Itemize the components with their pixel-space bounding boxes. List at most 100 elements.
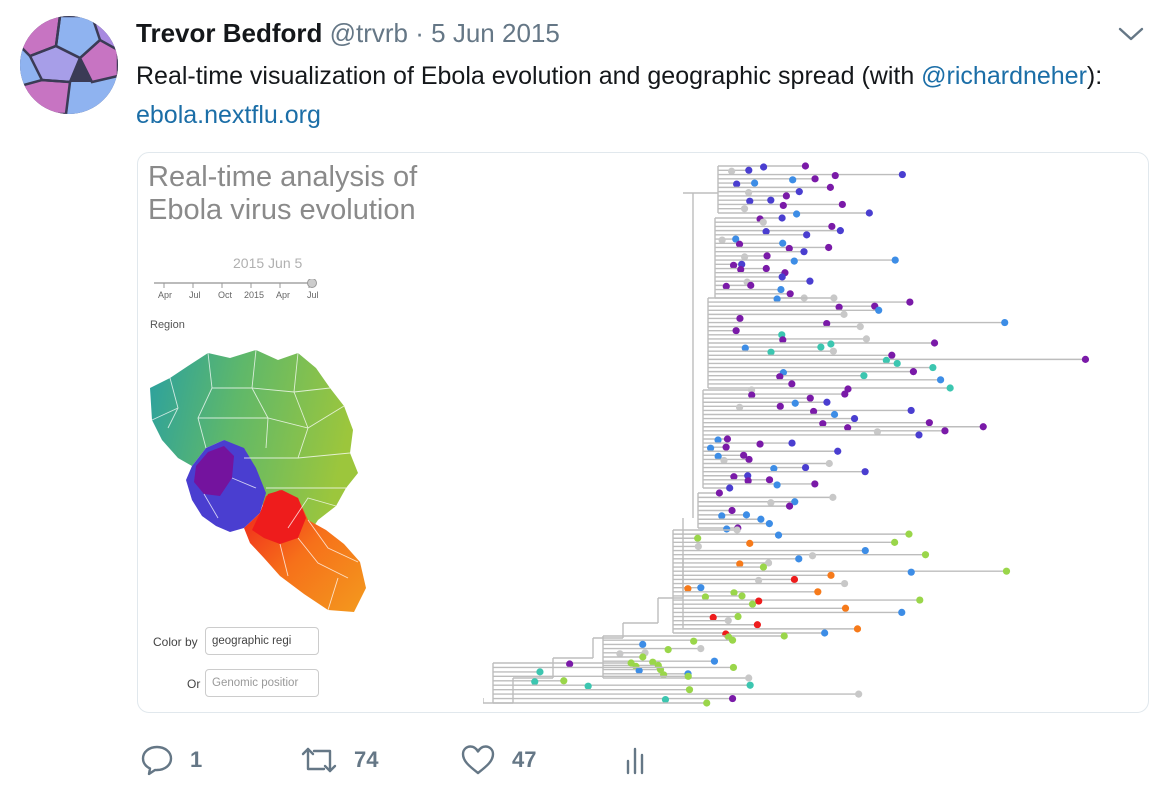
media-image[interactable]: Real-time analysis of Ebola virus evolut… xyxy=(137,152,1149,713)
tree-tip xyxy=(723,525,731,533)
tree-tip xyxy=(823,398,831,406)
retweet-count: 74 xyxy=(354,747,379,772)
tree-tip xyxy=(801,463,810,472)
chevron-down-icon[interactable] xyxy=(1117,24,1145,44)
tree-tip xyxy=(811,480,819,488)
tree-tip xyxy=(834,447,842,455)
tree-tip xyxy=(735,403,744,411)
reply-count: 1 xyxy=(190,747,203,772)
tree-tip xyxy=(701,593,710,601)
tree-tip xyxy=(806,394,814,402)
tree-tip xyxy=(763,252,771,260)
tree-tip xyxy=(898,170,906,179)
color-by-select[interactable]: geographic regi xyxy=(205,627,319,655)
tick-label: Apr xyxy=(276,290,291,300)
tree-tip xyxy=(795,188,803,196)
tree-tip xyxy=(616,650,624,658)
tree-tip xyxy=(709,613,717,622)
reply-button[interactable]: 1 xyxy=(140,735,202,785)
tree-tip xyxy=(830,294,838,302)
tree-tip xyxy=(875,306,883,314)
tree-tip xyxy=(726,484,734,492)
phylogenetic-tree xyxy=(483,162,1090,707)
slider-handle[interactable] xyxy=(307,279,317,288)
tree-tip xyxy=(751,179,759,187)
tree-tip xyxy=(782,192,790,200)
tree-tip xyxy=(850,414,859,423)
tree-tip xyxy=(829,347,837,355)
tree-tip xyxy=(744,477,752,485)
tree-tip xyxy=(825,243,833,252)
tree-tip xyxy=(748,600,757,608)
tree-tip xyxy=(925,419,933,427)
tree-tip xyxy=(661,695,670,704)
tree-tip xyxy=(694,542,702,551)
tree-tip xyxy=(722,282,730,290)
tree-tip xyxy=(728,167,736,175)
tree-tip xyxy=(856,323,864,331)
avatar[interactable] xyxy=(20,16,118,114)
tree-tip xyxy=(756,440,764,448)
tree-tip xyxy=(893,359,901,368)
author-handle[interactable]: @trvrb xyxy=(329,18,409,48)
tree-tip xyxy=(776,402,784,410)
tree-tip xyxy=(841,390,849,398)
tree-tip xyxy=(730,589,738,597)
url-link[interactable]: ebola.nextflu.org xyxy=(136,101,321,129)
tree-tip xyxy=(838,200,846,209)
tree-tip xyxy=(790,257,798,265)
tree-tip xyxy=(778,273,786,281)
tweet-date[interactable]: 5 Jun 2015 xyxy=(431,18,560,48)
tick-label: Jul xyxy=(189,290,201,300)
tree-tip xyxy=(819,420,827,428)
analytics-button[interactable] xyxy=(622,735,652,785)
tree-tip xyxy=(736,560,744,568)
tree-tip xyxy=(697,584,705,592)
analytics-icon xyxy=(626,747,644,775)
tree-tip xyxy=(762,228,770,236)
tree-tip xyxy=(767,196,775,204)
tree-tip xyxy=(777,285,785,294)
tree-tip xyxy=(840,579,849,588)
author-name[interactable]: Trevor Bedford xyxy=(136,18,323,48)
tree-tip xyxy=(745,455,753,464)
tree-tip xyxy=(1001,318,1009,327)
tree-tip xyxy=(779,336,787,344)
tree-tip xyxy=(745,674,753,682)
tree-tip xyxy=(740,253,749,261)
tree-tip xyxy=(906,298,914,306)
tree-tip xyxy=(830,410,839,419)
tree-tip xyxy=(760,163,768,171)
tree-tip xyxy=(862,335,871,343)
reply-icon xyxy=(141,745,173,776)
date-slider[interactable] xyxy=(152,279,318,303)
tree-tip xyxy=(773,481,781,489)
tree-tip xyxy=(855,690,863,698)
tree-tip xyxy=(765,476,774,484)
tree-tip xyxy=(907,568,915,576)
tree-tip xyxy=(720,456,728,465)
tree-tip xyxy=(649,658,657,666)
tree-tip xyxy=(767,499,775,507)
tree-tip xyxy=(722,443,730,451)
tree-tip xyxy=(718,512,726,520)
tree-tip xyxy=(733,180,741,188)
genomic-position-input[interactable]: Genomic positior xyxy=(205,669,319,697)
tree-tip xyxy=(941,427,949,435)
tree-tip xyxy=(724,617,732,625)
tree-tip xyxy=(778,214,786,222)
retweet-button[interactable]: 74 xyxy=(300,735,378,785)
mention-link[interactable]: @richardneher xyxy=(921,62,1087,90)
tree-tip xyxy=(905,530,913,538)
tree-tip xyxy=(745,189,753,197)
tree-tip xyxy=(560,677,568,685)
tree-tip xyxy=(803,231,811,239)
tree-tip xyxy=(790,575,799,584)
like-button[interactable]: 47 xyxy=(460,735,536,785)
tick-label: Apr xyxy=(158,290,173,300)
tree-tip xyxy=(759,218,767,226)
tree-tip xyxy=(779,239,787,247)
tree-tip xyxy=(873,428,881,436)
tree-tip xyxy=(808,552,817,560)
tree-tip xyxy=(861,547,869,555)
